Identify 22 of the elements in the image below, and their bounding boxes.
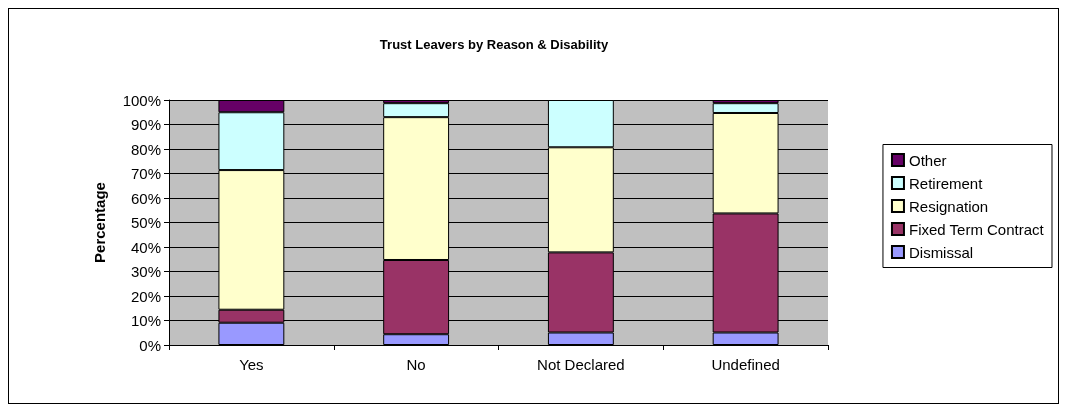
y-tick-label: 70% [130, 165, 161, 182]
chart-title: Trust Leavers by Reason & Disability [379, 37, 609, 52]
y-tick-label: 20% [130, 287, 161, 305]
x-tick-label: No [406, 356, 426, 373]
y-tick-label: 60% [130, 189, 161, 207]
legend-label: Retirement [908, 174, 984, 192]
y-tick-label: 40% [130, 238, 161, 256]
x-tick-label: Undefined [711, 356, 780, 373]
y-tick-label: 100% [122, 91, 161, 109]
y-tick-label: 50% [130, 214, 161, 231]
x-tick-label: Not Declared [537, 356, 625, 373]
y-tick-label: 10% [130, 312, 161, 329]
legend-label: Fixed Term Contract [908, 220, 1045, 238]
legend-label: Resignation [908, 197, 989, 215]
legend-label: Dismissal [908, 243, 974, 261]
legend-label: Other [908, 151, 947, 169]
y-tick-label: 80% [130, 140, 161, 158]
y-tick-label: 0% [139, 336, 161, 354]
y-tick-label: 90% [130, 116, 161, 133]
y-tick-label: 30% [130, 263, 161, 280]
x-tick-label: Yes [239, 356, 264, 373]
y-axis-title: Percentage [91, 182, 108, 263]
